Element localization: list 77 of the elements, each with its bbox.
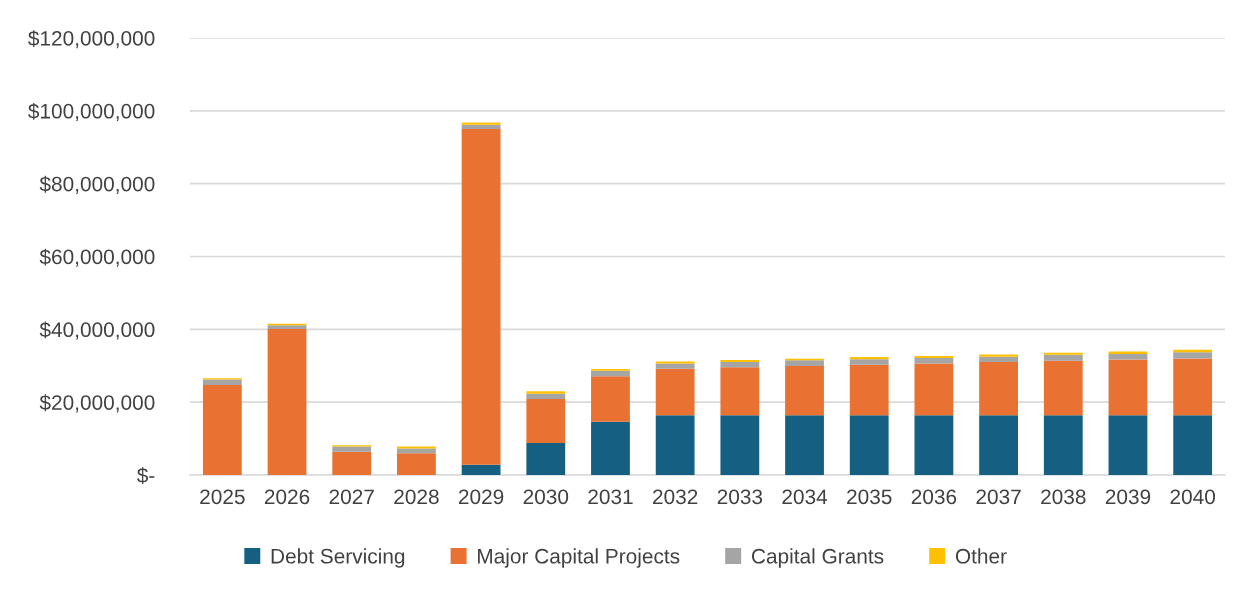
bar — [461, 129, 501, 465]
x-tick-label: 2036 — [911, 489, 957, 505]
bar — [461, 122, 501, 125]
x-tick-label: 2037 — [976, 489, 1021, 505]
x-tick-label: 2035 — [847, 489, 892, 505]
x-tick-label: 2039 — [1105, 489, 1151, 505]
bar — [720, 359, 760, 363]
bar — [914, 358, 954, 364]
bar — [914, 363, 954, 416]
bar — [461, 464, 501, 475]
bar — [655, 368, 695, 416]
x-tick-label: 2034 — [782, 489, 828, 505]
y-tick-label: $120,000,000 — [28, 30, 155, 49]
bar — [785, 366, 824, 416]
y-tick-label: $100,000,000 — [28, 102, 155, 122]
bar — [979, 354, 1018, 357]
bar — [591, 370, 630, 377]
bar — [1173, 352, 1213, 359]
bar — [1108, 354, 1148, 360]
bar — [720, 415, 760, 475]
legend-label: Capital Grants — [751, 548, 884, 568]
bar — [849, 364, 889, 416]
bar — [849, 357, 889, 360]
bar — [526, 398, 566, 443]
x-tick-label: 2040 — [1170, 489, 1216, 505]
bar — [979, 356, 1018, 363]
bar — [332, 451, 372, 475]
bar — [332, 446, 372, 452]
y-tick-label: $60,000,000 — [39, 248, 155, 267]
bar — [1173, 358, 1213, 416]
bar — [1108, 415, 1148, 475]
x-tick-label: 2033 — [717, 489, 763, 505]
bar — [785, 360, 824, 367]
x-tick-label: 2027 — [329, 489, 374, 505]
bar — [202, 385, 242, 475]
bar — [979, 362, 1018, 416]
bar — [526, 391, 566, 394]
x-tick-label: 2029 — [458, 489, 504, 505]
x-tick-label: 2030 — [523, 489, 569, 505]
x-tick-label: 2032 — [653, 489, 698, 505]
legend-label: Other — [955, 548, 1007, 564]
bar — [591, 421, 630, 475]
bar — [785, 415, 824, 475]
bar — [849, 415, 889, 475]
y-tick-label: $80,000,000 — [39, 175, 155, 194]
x-tick-label: 2031 — [588, 489, 633, 505]
bar — [526, 442, 566, 475]
x-tick-label: 2026 — [264, 489, 310, 505]
bar — [1043, 352, 1083, 355]
x-tick-label: 2038 — [1041, 489, 1086, 505]
x-tick-label: 2025 — [200, 489, 245, 505]
bar — [267, 328, 307, 475]
bar — [720, 362, 760, 368]
bar — [1043, 415, 1083, 475]
bar — [397, 448, 436, 454]
y-tick-label: $20,000,000 — [39, 394, 155, 413]
x-tick-label: 2028 — [394, 489, 439, 505]
bar — [1043, 360, 1083, 416]
y-tick-label: $40,000,000 — [39, 321, 155, 340]
legend-label: Debt Servicing — [271, 548, 405, 568]
bar — [1043, 354, 1083, 361]
bar — [720, 367, 760, 416]
bar — [655, 415, 695, 475]
bar — [591, 376, 630, 422]
bar — [397, 453, 436, 475]
bar — [1108, 359, 1148, 416]
bar — [914, 415, 954, 475]
bar — [849, 359, 889, 365]
legend-label: Major Capital Projects — [478, 548, 680, 568]
y-tick-label: $- — [136, 467, 155, 484]
bar — [202, 379, 242, 386]
bar — [655, 363, 695, 369]
bar — [526, 393, 566, 399]
bar — [655, 361, 695, 364]
bar — [979, 415, 1018, 475]
bar — [914, 355, 954, 359]
bar — [1173, 415, 1213, 475]
